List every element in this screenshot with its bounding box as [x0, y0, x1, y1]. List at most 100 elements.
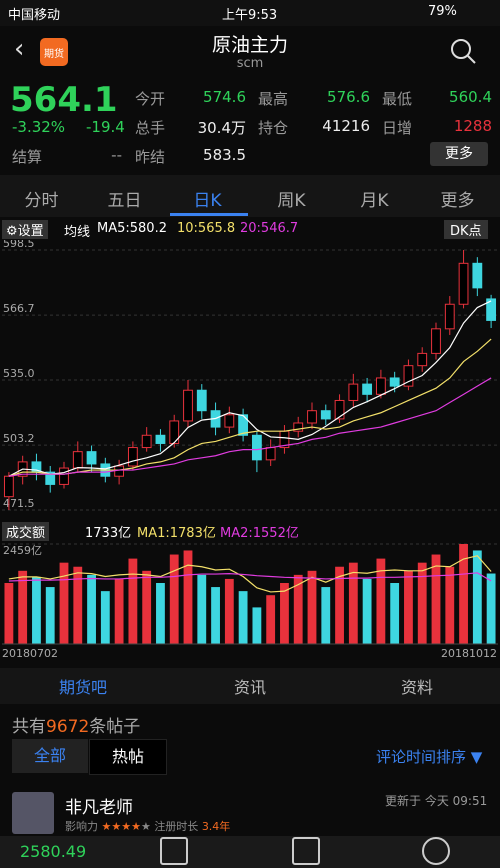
- period-tab[interactable]: 周K: [277, 191, 306, 211]
- register-years: 3.4年: [201, 820, 231, 833]
- candle-body: [141, 434, 152, 449]
- volume-bar: [321, 587, 331, 644]
- volume-bar: [4, 582, 14, 644]
- period-tab[interactable]: 月K: [360, 191, 389, 211]
- influence-label: 影响力: [65, 820, 98, 833]
- candle-body: [348, 383, 359, 401]
- forum-tabs: [0, 668, 500, 704]
- candle-body: [307, 410, 317, 424]
- volume-bar: [486, 573, 496, 644]
- volume-bar: [417, 562, 427, 644]
- author: 非凡老师: [65, 798, 133, 818]
- y-tick-label: 566.7: [3, 302, 35, 315]
- candle-body: [362, 383, 373, 395]
- volume-bar: [472, 550, 482, 644]
- x-label: 20181012: [441, 647, 497, 660]
- stat-label: 今开: [135, 90, 166, 108]
- candle-body: [375, 377, 386, 395]
- period-tab[interactable]: 分时: [24, 191, 59, 211]
- candle-body: [431, 328, 441, 354]
- volume-bar: [183, 550, 193, 644]
- period-tab[interactable]: 更多: [440, 191, 475, 211]
- volume-bar: [404, 570, 413, 644]
- search-button[interactable]: [448, 36, 478, 66]
- period-tab[interactable]: 五日: [107, 191, 142, 211]
- count-prefix: 共有: [12, 717, 46, 737]
- candle-body: [444, 303, 455, 330]
- stat-value: 574.6: [203, 88, 246, 106]
- bottom-bar: [0, 836, 500, 868]
- volume-header: 成交额: [2, 522, 50, 541]
- stat-value: 1288: [453, 117, 492, 135]
- subtitle: scm: [236, 56, 264, 71]
- candle-body: [155, 434, 166, 444]
- volume-bar: [459, 544, 468, 644]
- volume-bar: [169, 554, 179, 644]
- volume-bar: [376, 558, 386, 644]
- stat-label: 日增: [382, 119, 413, 137]
- volume-bar: [431, 554, 441, 644]
- volume-bar: [59, 562, 69, 644]
- forum-tab[interactable]: 资料: [400, 678, 433, 697]
- more-icon[interactable]: [422, 837, 450, 865]
- volume-ma1: MA1:1783亿: [137, 526, 216, 541]
- dk-button[interactable]: DK点: [444, 220, 488, 239]
- period-bar: [0, 175, 500, 217]
- candle-body: [3, 475, 14, 498]
- candle-body: [403, 365, 414, 387]
- back-button[interactable]: ‹: [14, 34, 25, 64]
- status-bar: [0, 0, 500, 26]
- volume-bar: [211, 587, 220, 644]
- sort-button[interactable]: 评论时间排序 ▼: [376, 748, 483, 766]
- grid-icon[interactable]: [292, 837, 320, 865]
- change-pct: -3.32%: [12, 118, 66, 136]
- stat-value: --: [111, 146, 122, 164]
- candle-body: [86, 451, 97, 465]
- edit-icon[interactable]: [160, 837, 188, 865]
- volume-bar: [224, 578, 234, 644]
- more-button[interactable]: 更多: [430, 142, 488, 166]
- avatar: [12, 792, 54, 834]
- period-tab[interactable]: 日K: [193, 191, 222, 211]
- sort-label: 评论时间排序: [376, 748, 467, 766]
- volume-bar: [142, 570, 152, 644]
- stat-label: 昨结: [135, 148, 166, 166]
- candle-body: [417, 352, 428, 367]
- count-suffix: 条帖子: [89, 717, 141, 737]
- volume-bar: [390, 582, 400, 644]
- stat-value: 30.4万: [197, 119, 246, 137]
- forum-tab[interactable]: 资讯: [233, 678, 266, 697]
- price: 564.1: [10, 80, 118, 120]
- candle-body: [169, 420, 180, 444]
- volume-bar: [307, 570, 317, 644]
- volume-bar: [266, 595, 276, 644]
- tab-indicator: [170, 213, 248, 216]
- y-tick-label: 598.5: [3, 240, 35, 250]
- filter-button[interactable]: 热帖: [89, 739, 167, 775]
- stat-label: 持仓: [258, 119, 289, 137]
- stat-label: 最低: [382, 90, 413, 108]
- volume-bar: [348, 562, 358, 644]
- candle-body: [458, 262, 469, 305]
- clock: 上午9:53: [222, 8, 278, 23]
- stat-value: 560.4: [449, 88, 492, 106]
- volume-bar: [445, 566, 455, 644]
- candle-body: [72, 451, 83, 469]
- ma-line: [8, 377, 492, 477]
- volume-bar: [156, 582, 165, 644]
- stat-label: 最高: [258, 90, 289, 108]
- volume-bar: [128, 558, 138, 644]
- volume-total: 1733亿: [85, 526, 132, 541]
- influence: 影响力 ★★★★★ 注册时长 3.4年: [65, 820, 231, 833]
- candle-body: [127, 447, 138, 467]
- filter-button[interactable]: 全部: [12, 739, 88, 773]
- volume-ma2: MA2:1552亿: [220, 526, 299, 541]
- forum-tab[interactable]: 期货吧: [58, 678, 107, 697]
- ma10: 10:565.8: [177, 221, 236, 236]
- register-label: 注册时长: [154, 820, 199, 833]
- candle-body: [224, 414, 235, 428]
- settings-button[interactable]: ⚙设置: [2, 220, 48, 239]
- candle-body: [251, 434, 262, 461]
- y-tick-label: 2459亿: [3, 544, 42, 557]
- x-label: 20180702: [2, 647, 58, 660]
